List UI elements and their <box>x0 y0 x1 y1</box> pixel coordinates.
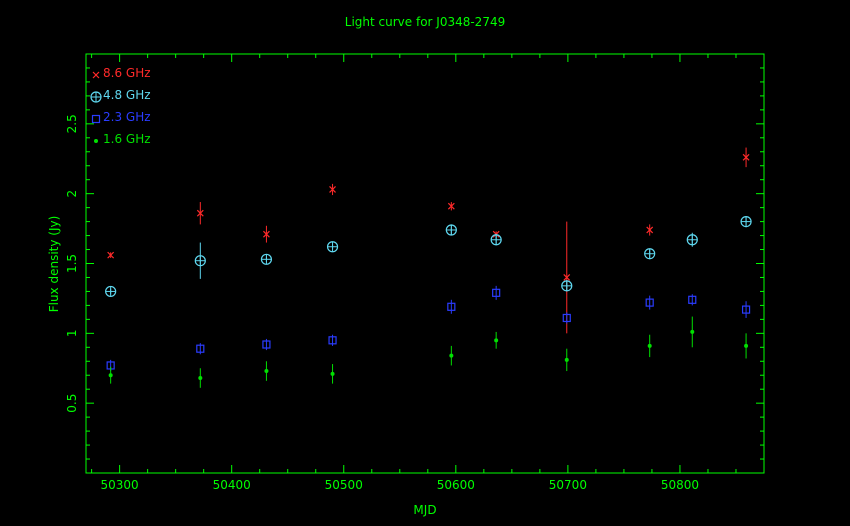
x-tick-label: 50500 <box>325 478 363 492</box>
data-point <box>494 338 499 343</box>
data-point-arm <box>742 153 750 161</box>
data-point <box>196 344 205 353</box>
x-tick-label: 50800 <box>661 478 699 492</box>
y-tick-label: 1.5 <box>65 254 79 273</box>
x-axis-label: MJD <box>413 503 436 517</box>
data-point <box>645 298 654 307</box>
data-point-arm <box>329 186 336 193</box>
x-tick-label: 50300 <box>101 478 139 492</box>
legend-item: 8.6 GHz <box>92 66 151 80</box>
data-point-arm <box>107 251 115 259</box>
data-point <box>330 371 335 376</box>
data-points <box>105 147 752 388</box>
data-point-arm <box>196 209 204 217</box>
data-point <box>690 329 695 334</box>
data-point <box>328 336 337 345</box>
legend-label: 8.6 GHz <box>103 66 151 80</box>
y-tick-labels: 0.5 1 1.5 2 2.5 <box>65 114 79 412</box>
legend-item: 1.6 GHz <box>94 132 151 146</box>
legend-marker <box>94 139 98 143</box>
series-2-3-ghz <box>106 285 751 372</box>
data-point-arm <box>263 230 270 238</box>
y-tick-label: 0.5 <box>65 394 79 413</box>
plot-frame <box>85 53 765 474</box>
x-tick-labels: 50300 50400 50500 50600 50700 50800 <box>101 478 700 492</box>
legend-label: 4.8 GHz <box>103 88 151 102</box>
data-point <box>492 288 501 297</box>
data-point <box>744 343 749 348</box>
legend-marker-arm <box>92 71 100 79</box>
data-point <box>108 373 113 378</box>
chart-title: Light curve for J0348-2749 <box>345 15 505 29</box>
legend: 8.6 GHz 4.8 GHz 2.3 GHz 1.6 GHz <box>90 66 151 146</box>
data-point <box>562 313 571 323</box>
x-tick-label: 50400 <box>213 478 251 492</box>
series-1-6-ghz <box>108 316 749 388</box>
data-point <box>449 353 454 358</box>
data-point <box>741 305 751 314</box>
legend-label: 2.3 GHz <box>103 110 151 124</box>
axis-ticks <box>86 54 765 473</box>
legend-label: 1.6 GHz <box>103 132 151 146</box>
x-tick-label: 50600 <box>437 478 475 492</box>
y-tick-label: 2.5 <box>65 114 79 133</box>
data-point <box>264 369 269 374</box>
y-axis-label: Flux density (Jy) <box>47 216 61 313</box>
legend-item: 4.8 GHz <box>90 88 151 103</box>
y-tick-label: 2 <box>65 190 79 198</box>
data-point-arm <box>447 202 455 210</box>
series-4-8-ghz <box>105 216 752 298</box>
data-point <box>688 295 697 304</box>
legend-item: 2.3 GHz <box>91 110 151 124</box>
data-point <box>447 302 456 311</box>
legend-marker <box>91 114 101 124</box>
y-tick-label: 1 <box>65 330 79 338</box>
data-point <box>564 357 569 362</box>
x-tick-label: 50700 <box>549 478 587 492</box>
data-point-arm <box>563 274 571 281</box>
data-point <box>198 376 203 381</box>
data-point-arm <box>646 226 654 234</box>
data-point <box>647 343 652 348</box>
data-point <box>262 340 271 349</box>
